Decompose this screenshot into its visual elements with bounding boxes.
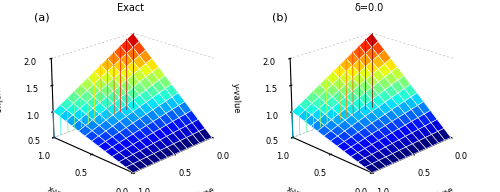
X-axis label: t-time: t-time <box>190 185 217 192</box>
Title: δ=0.0: δ=0.0 <box>355 3 384 13</box>
Text: (a): (a) <box>34 13 49 23</box>
Y-axis label: x-value: x-value <box>46 184 78 192</box>
Y-axis label: x-value: x-value <box>285 184 317 192</box>
X-axis label: t-time: t-time <box>429 185 456 192</box>
Text: (b): (b) <box>272 13 288 23</box>
Title: Exact: Exact <box>117 3 144 13</box>
